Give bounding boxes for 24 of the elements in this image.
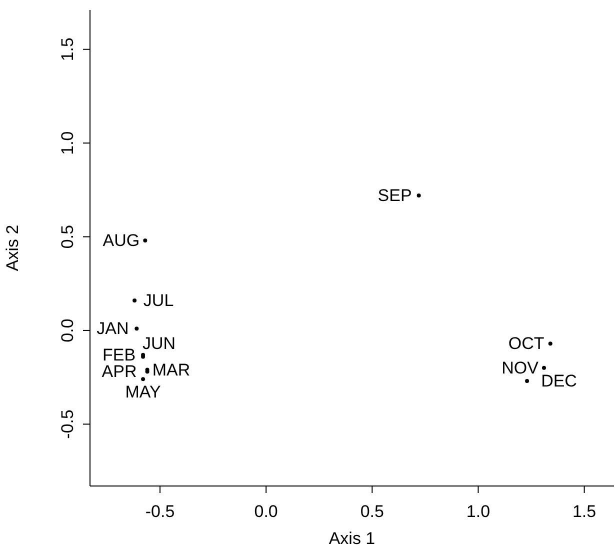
y-tick-label: 0.0: [58, 318, 77, 342]
data-label: JUN: [142, 334, 176, 354]
y-tick-label: 0.5: [58, 224, 77, 249]
data-label: NOV: [502, 358, 540, 378]
x-axis-title: Axis 1: [328, 529, 376, 548]
data-label: JUL: [143, 290, 174, 310]
data-label: MAY: [125, 382, 161, 402]
y-tick-label: 1.0: [58, 131, 77, 155]
x-tick-label: -0.5: [145, 502, 175, 521]
data-label: SEP: [378, 186, 412, 206]
data-label: FEB: [102, 345, 136, 364]
data-label: OCT: [508, 334, 544, 354]
x-tick-label: 1.0: [466, 502, 490, 521]
data-label: MAR: [152, 360, 190, 380]
y-tick-label: 1.5: [58, 38, 77, 62]
data-label: DEC: [541, 372, 577, 391]
data-label: JAN: [96, 319, 129, 338]
data-label: APR: [102, 362, 137, 382]
x-tick-label: 0.5: [360, 502, 384, 521]
x-tick-label: 0.0: [254, 502, 278, 521]
x-tick-label: 1.5: [572, 502, 596, 521]
data-label: AUG: [102, 231, 140, 250]
y-tick-label: -0.5: [58, 410, 77, 439]
y-axis-title: Axis 2: [3, 224, 22, 272]
